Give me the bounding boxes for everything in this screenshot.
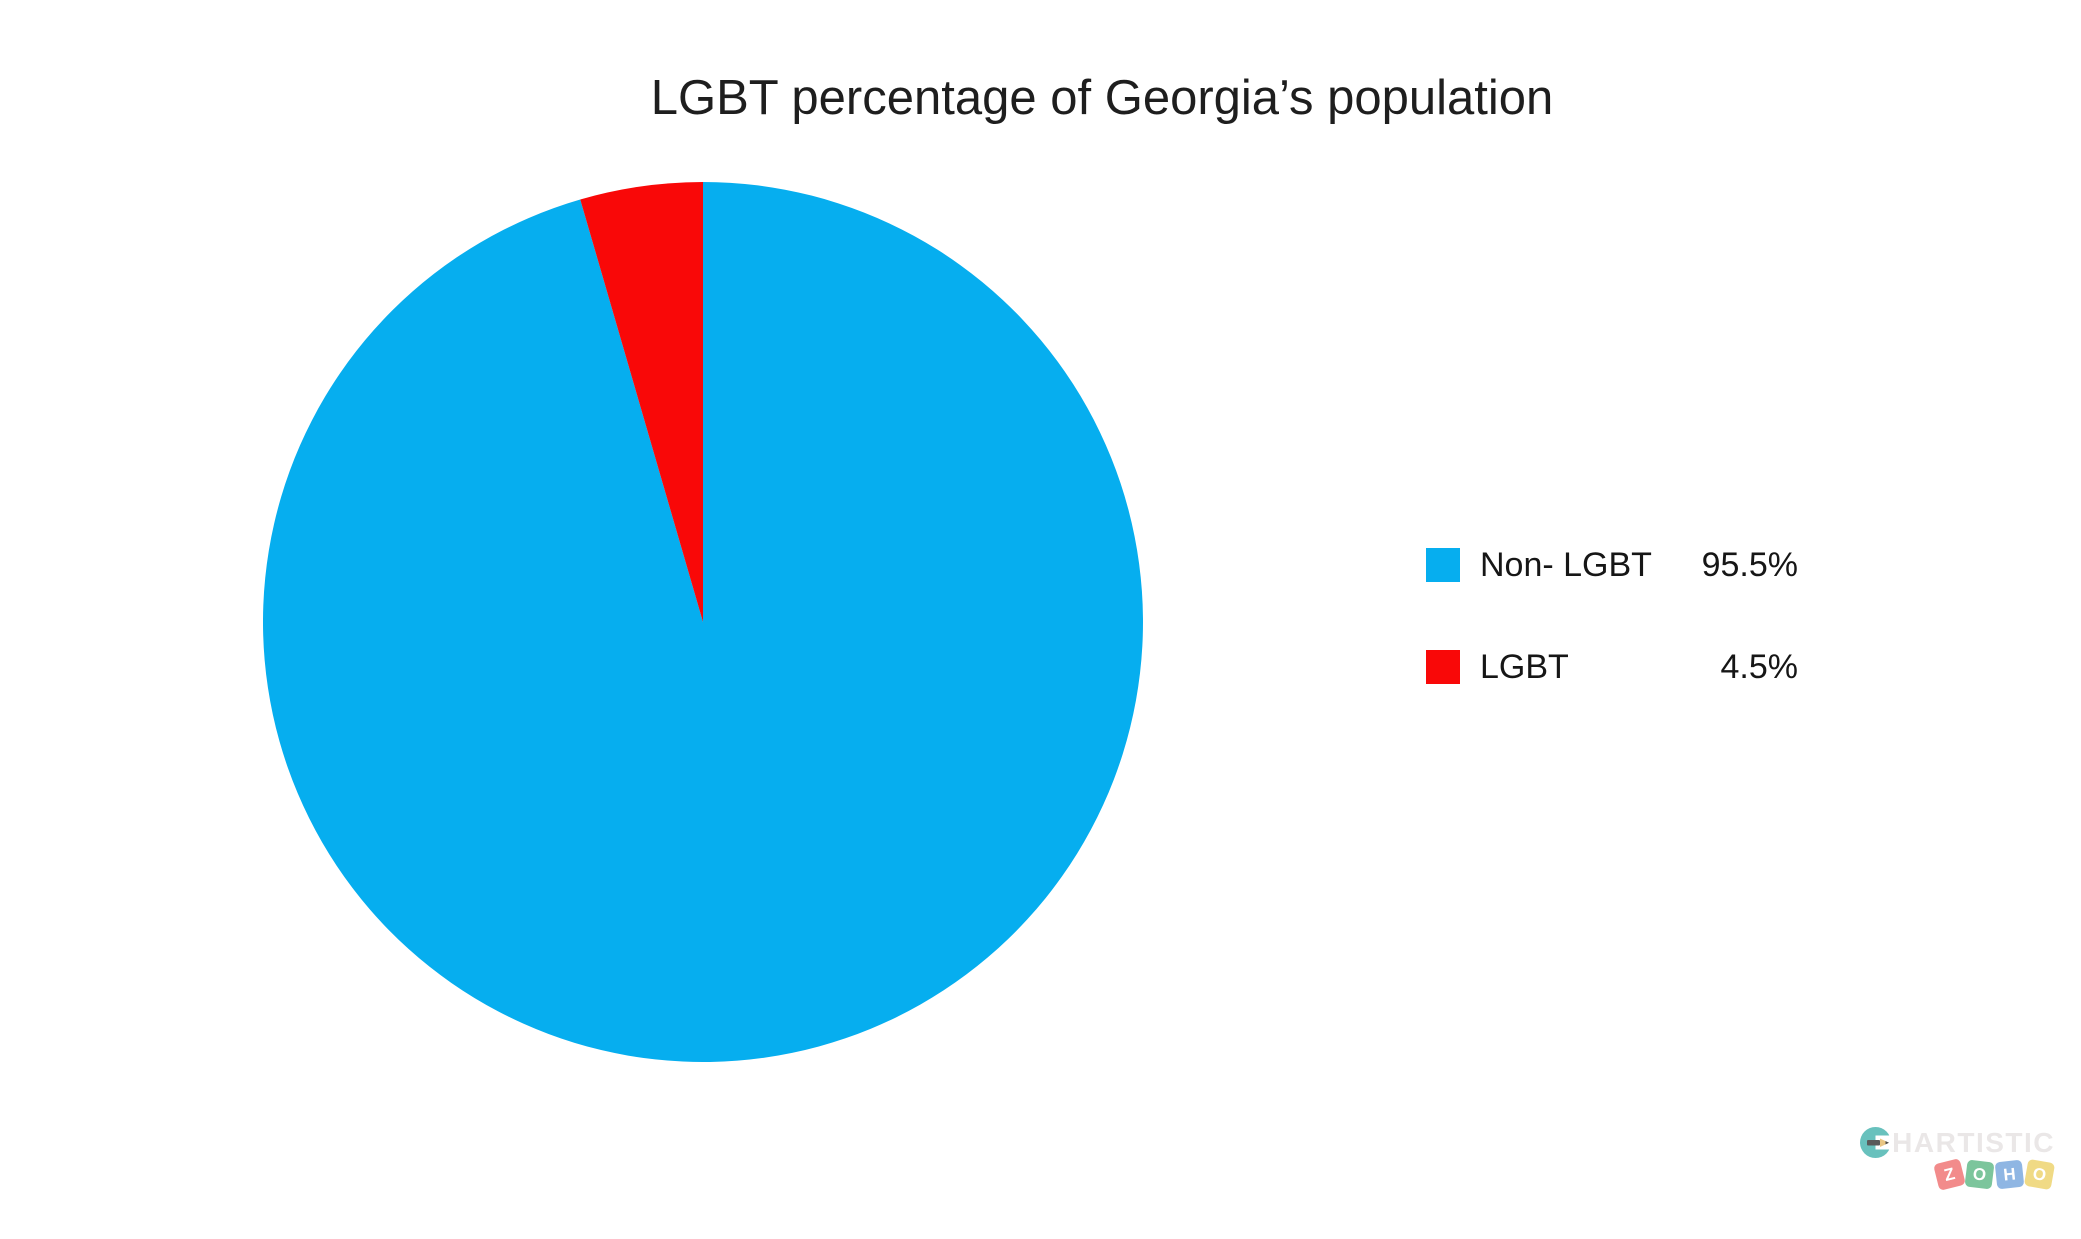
- legend-swatch-non-lgbt: [1426, 548, 1460, 582]
- chartistic-pencil-icon: [1860, 1127, 1893, 1158]
- pie-slice-lgbt: [580, 182, 703, 622]
- zoho-block-o1: O: [1964, 1159, 1995, 1190]
- chartistic-logo: HARTISTIC: [1859, 1126, 2055, 1159]
- zoho-logo: Z O H O: [1933, 1158, 2056, 1191]
- zoho-block-z: Z: [1933, 1158, 1966, 1191]
- zoho-block-h: H: [1994, 1159, 2025, 1190]
- legend-item-non-lgbt: Non- LGBT 95.5%: [1426, 546, 1798, 584]
- legend: Non- LGBT 95.5% LGBT 4.5%: [1426, 546, 1798, 686]
- legend-value-lgbt: 4.5%: [1720, 647, 1799, 686]
- watermark-brand-text: HARTISTIC: [1892, 1126, 2055, 1158]
- legend-item-lgbt: LGBT 4.5%: [1426, 648, 1798, 686]
- legend-label-non-lgbt: Non- LGBT: [1480, 545, 1652, 584]
- pie-chart: [263, 182, 1143, 1062]
- legend-value-non-lgbt: 95.5%: [1701, 545, 1798, 584]
- legend-label-lgbt: LGBT: [1480, 647, 1569, 686]
- watermark: HARTISTIC Z O H O: [1859, 1126, 2056, 1191]
- chart-title: LGBT percentage of Georgia’s population: [650, 71, 1554, 125]
- pie-slice-non-lgbt: [263, 182, 1143, 1062]
- zoho-block-o2: O: [2023, 1158, 2056, 1191]
- legend-swatch-lgbt: [1426, 650, 1460, 684]
